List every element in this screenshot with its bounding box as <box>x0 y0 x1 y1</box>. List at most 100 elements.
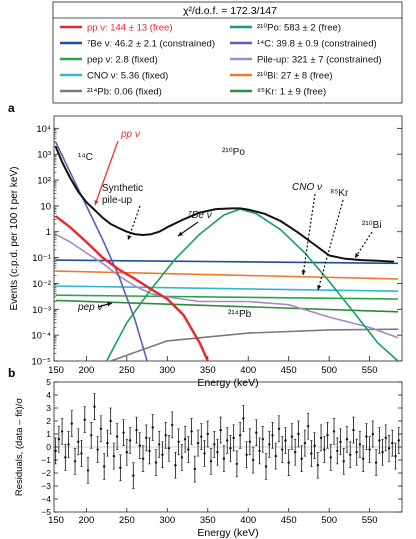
residual-point <box>287 461 290 464</box>
residual-point <box>277 427 281 430</box>
y-tick-label: 10⁻² <box>32 279 51 290</box>
residual-point <box>164 434 167 437</box>
residual-point <box>193 467 197 471</box>
arrow-cno-head <box>301 270 306 275</box>
y-tick-label-b: 1 <box>46 429 51 439</box>
residual-point <box>290 435 294 438</box>
x-axis-label: Energy (keV) <box>197 377 258 389</box>
residual-point <box>148 449 151 453</box>
residual-point <box>261 438 264 441</box>
residual-point <box>281 448 284 451</box>
residual-point <box>384 436 388 440</box>
panel-b-label: b <box>8 366 15 380</box>
x-tick-label-b: 350 <box>200 515 216 526</box>
legend-entry: ²¹⁴Pb: 0.06 (fixed) <box>87 87 162 98</box>
residual-point <box>203 452 206 455</box>
y-tick-label-b: −1 <box>41 455 51 465</box>
y-tick-label-b: −3 <box>41 481 51 491</box>
residual-point <box>245 453 248 456</box>
residual-point <box>170 423 174 427</box>
residual-point <box>167 447 171 450</box>
series-line-²¹⁰Po <box>105 208 399 361</box>
annotation-pb214: ²¹⁴Pb <box>228 309 252 320</box>
residual-point <box>109 419 112 423</box>
arrow-cno <box>302 193 316 276</box>
residual-point <box>151 426 154 429</box>
residual-point <box>368 448 371 451</box>
y-tick-label-b: −4 <box>41 494 51 504</box>
residual-point <box>387 447 391 450</box>
residual-point <box>93 405 96 408</box>
arrow-bi210-head <box>355 253 360 258</box>
x-tick-label: 350 <box>200 365 216 376</box>
y-tick-label-b: 4 <box>46 390 51 400</box>
residual-point <box>264 465 268 468</box>
legend: χ²/d.o.f. = 172.3/147 pp ν: 144 ± 13 (fr… <box>52 1 403 104</box>
residual-point <box>391 441 394 445</box>
y-axis-label: Events (c.p.d. per 100 t per keV) <box>9 167 20 311</box>
residual-point <box>122 431 125 434</box>
residual-point <box>238 434 242 437</box>
y-tick-label: 10⁻⁴ <box>31 331 51 342</box>
residual-point <box>187 448 190 451</box>
y-tick-label-b: −5 <box>41 507 51 517</box>
y-tick-label: 10 <box>40 201 51 212</box>
residual-point <box>229 447 232 450</box>
residual-point <box>57 438 61 441</box>
residual-point <box>316 464 320 467</box>
residual-point <box>361 457 365 460</box>
residual-point <box>284 439 287 442</box>
x-tick-label: 400 <box>240 365 256 376</box>
series-group <box>54 141 399 361</box>
residual-point <box>293 451 297 454</box>
residual-point <box>355 451 358 454</box>
legend-entry: pep ν: 2.8 (fixed) <box>87 55 158 66</box>
residual-point <box>365 435 368 438</box>
annotation-pileup: Synthetic <box>102 183 143 194</box>
panel-a-label: a <box>8 101 15 115</box>
legend-entry: pp ν: 144 ± 13 (free) <box>87 23 172 34</box>
residual-point <box>310 452 313 455</box>
residual-point <box>352 428 355 432</box>
residual-point <box>96 448 99 451</box>
series-line-⁸⁵Kr <box>55 299 399 313</box>
residual-point <box>115 435 119 438</box>
residual-point <box>258 449 261 453</box>
residual-point <box>358 443 362 446</box>
residual-point <box>86 469 90 472</box>
arrow-pp-head <box>94 200 99 205</box>
residual-point <box>60 430 64 433</box>
x-tick-label: 150 <box>48 365 64 376</box>
annotation-pileup-2: pile-up <box>102 195 132 206</box>
residual-point <box>102 465 106 468</box>
series-line-pep ν <box>55 294 399 300</box>
annotation-cno: CNO ν <box>292 182 322 193</box>
legend-frame <box>52 1 403 104</box>
fit-statistic: χ²/d.o.f. = 172.3/147 <box>183 5 277 17</box>
residual-point <box>336 449 339 453</box>
residual-point <box>64 456 67 459</box>
residual-point <box>138 444 141 447</box>
legend-entry: ²¹⁰Bi: 27 ± 8 (free) <box>257 71 333 82</box>
residual-point <box>190 430 193 433</box>
series-line-²¹⁴Pb <box>110 328 399 361</box>
x-tick-label: 200 <box>78 365 94 376</box>
x-tick-label: 550 <box>362 365 378 376</box>
residual-point <box>119 466 122 469</box>
arrow-pileup-head <box>127 235 132 240</box>
arrow-kr85 <box>317 199 344 291</box>
residual-point <box>209 460 213 463</box>
x-tick-label-b: 550 <box>362 515 378 526</box>
residual-point <box>332 430 336 433</box>
arrow-be7-head <box>178 231 183 236</box>
residual-point <box>161 453 164 456</box>
residual-point <box>235 462 239 466</box>
y-axis-label-b: Residuals, (data – fit)/σ <box>14 398 25 496</box>
residual-point <box>313 444 316 447</box>
residual-point <box>135 428 138 432</box>
residual-point <box>248 440 252 443</box>
residual-point <box>381 451 384 454</box>
x-tick-label-b: 250 <box>119 515 135 526</box>
